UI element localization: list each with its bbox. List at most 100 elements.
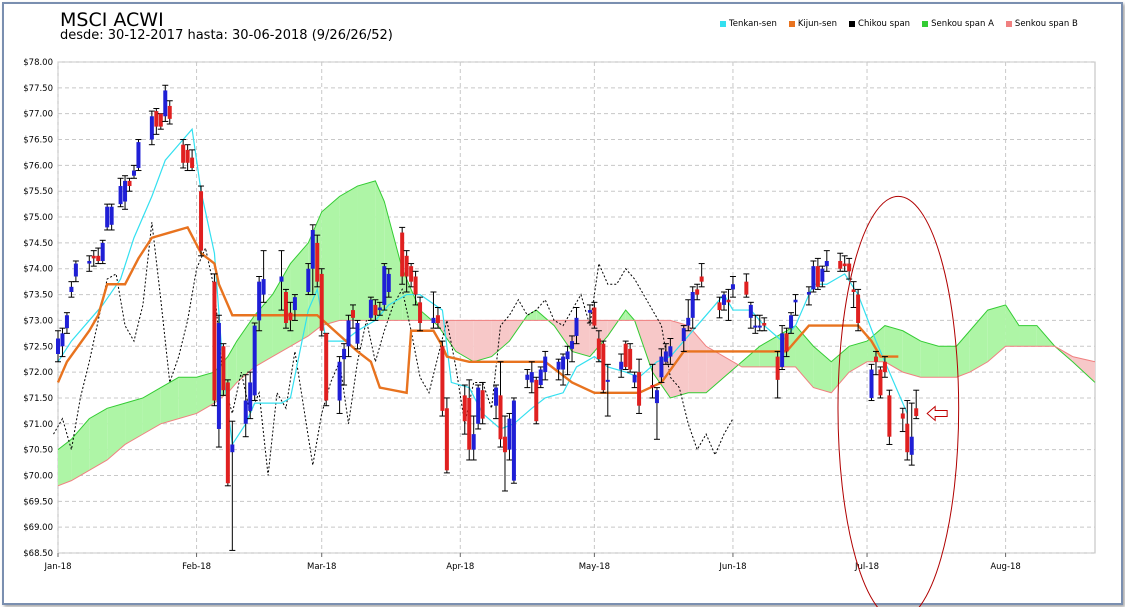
candle-body-down xyxy=(199,191,204,251)
candle-body-up xyxy=(279,276,284,282)
candle xyxy=(282,288,289,329)
candle-body-up xyxy=(109,206,114,225)
candle-body-down xyxy=(288,312,293,321)
candle-body-down xyxy=(784,333,789,352)
candle xyxy=(224,379,231,487)
kumo-bullish xyxy=(527,310,537,321)
candle-body-up xyxy=(811,266,816,290)
candle xyxy=(86,255,93,272)
candle-body-down xyxy=(637,372,642,406)
candle-body-up xyxy=(64,315,69,329)
candle xyxy=(908,402,915,466)
kumo-bullish xyxy=(89,408,108,471)
legend-swatch-kijun xyxy=(788,21,795,27)
kumo-bullish xyxy=(58,439,72,486)
candle-body-up xyxy=(654,390,659,404)
candle-body-down xyxy=(905,423,910,453)
candle-body-up xyxy=(87,260,92,264)
candle-body-down xyxy=(842,263,847,267)
candle-body-down xyxy=(96,255,101,261)
candle-body-up xyxy=(257,281,262,321)
candle xyxy=(63,312,70,334)
arrow-left-icon xyxy=(926,405,948,422)
candle-body-down xyxy=(404,255,409,277)
y-tick-label: $69.50 xyxy=(23,497,53,507)
legend-swatch-senkou-a xyxy=(922,21,929,27)
candle-body-down xyxy=(502,436,507,453)
kumo-bearish xyxy=(1072,356,1095,383)
candle-body-up xyxy=(73,263,78,277)
kumo-bearish xyxy=(554,320,573,352)
candle-body-down xyxy=(856,294,861,324)
candle-body-up xyxy=(820,268,825,282)
candle xyxy=(899,407,906,433)
candle-body-up xyxy=(570,341,575,349)
candle xyxy=(810,260,817,293)
candle-body-up xyxy=(386,273,391,292)
candle xyxy=(729,275,736,298)
candle xyxy=(99,239,106,265)
candle xyxy=(184,144,191,172)
y-tick-label: $74.00 xyxy=(23,265,53,275)
candle xyxy=(314,234,321,288)
candle xyxy=(318,268,325,337)
kumo-bullish xyxy=(236,315,255,383)
candle xyxy=(636,358,643,414)
candle xyxy=(586,304,593,324)
candle-body-up xyxy=(789,315,794,329)
candle-body-down xyxy=(409,266,414,282)
candle-body-down xyxy=(351,310,356,318)
candle xyxy=(211,273,218,407)
candle xyxy=(788,312,795,334)
candle xyxy=(336,356,343,414)
candle xyxy=(627,343,634,373)
y-tick-label: $69.00 xyxy=(23,523,53,533)
candle-body-down xyxy=(887,395,892,437)
candle-body-down xyxy=(462,395,467,422)
candle-body-up xyxy=(668,346,673,357)
candle-body-up xyxy=(131,170,136,176)
candle xyxy=(819,265,826,288)
candle-body-down xyxy=(847,263,852,272)
legend-item-senkou-a: Senkou span A xyxy=(922,19,994,29)
candle xyxy=(122,175,129,210)
candle-body-down xyxy=(628,348,633,370)
candle-body-up xyxy=(748,304,753,318)
y-tick-label: $71.00 xyxy=(23,420,53,430)
candle xyxy=(117,177,124,208)
candle-body-down xyxy=(717,302,722,311)
legend-swatch-tenkan xyxy=(720,21,726,27)
candle-body-up xyxy=(60,333,65,347)
legend-item-senkou-b: Senkou span B xyxy=(1005,19,1078,29)
candle-body-up xyxy=(632,374,637,383)
candle xyxy=(542,350,549,381)
candle-body-up xyxy=(252,325,257,396)
candle xyxy=(157,113,164,130)
candle xyxy=(470,415,477,461)
candle-body-up xyxy=(793,299,798,303)
kumo-bullish xyxy=(1019,325,1037,347)
candle xyxy=(189,149,196,172)
chikou-span-line xyxy=(53,222,734,476)
kumo-bullish xyxy=(178,377,197,419)
y-tick-label: $76.00 xyxy=(23,161,53,171)
candle-body-down xyxy=(190,157,195,168)
candle xyxy=(461,384,468,435)
candle xyxy=(381,263,388,311)
candle xyxy=(528,361,535,394)
candle-body-down xyxy=(435,315,440,324)
candle xyxy=(256,275,263,332)
candle xyxy=(721,291,728,311)
y-tick-label: $78.00 xyxy=(23,58,53,68)
candle-body-up xyxy=(543,356,548,373)
y-tick-label: $74.50 xyxy=(23,239,53,249)
candle-body-up xyxy=(377,307,382,311)
candle-body-down xyxy=(873,356,878,362)
highlight-ellipse xyxy=(837,195,960,607)
candle-body-up xyxy=(123,180,128,202)
x-tick-label: May-18 xyxy=(579,562,610,572)
candle xyxy=(412,270,419,306)
candle xyxy=(685,299,692,332)
candle-body-down xyxy=(815,266,820,287)
candle xyxy=(783,327,790,358)
